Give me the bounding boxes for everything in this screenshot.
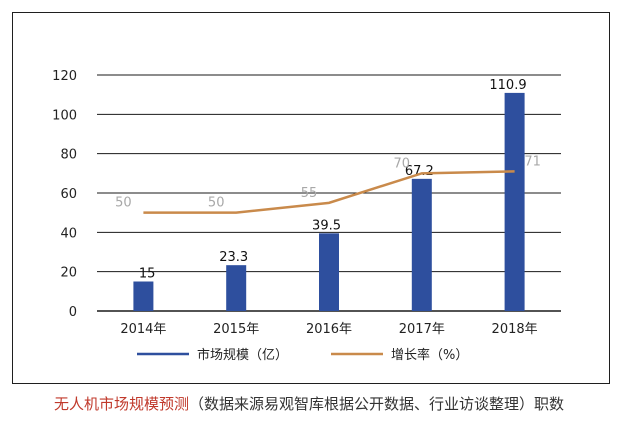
bar-value-label: 23.3	[219, 250, 248, 265]
line-value-label: 50	[115, 196, 132, 211]
y-tick-label: 0	[69, 305, 77, 320]
y-axis-ticks: 0 20 40 60 80 100 120	[52, 69, 77, 320]
x-axis-ticks: 2014年 2015年 2016年 2017年 2018年	[120, 322, 537, 337]
caption-source: （数据来源易观智库根据公开数据、行业访谈整理）	[189, 395, 535, 413]
growth-line: 50 50 55 70 71	[115, 154, 541, 214]
caption-title: 无人机市场规模预测	[54, 395, 190, 413]
line-value-label: 50	[208, 196, 225, 211]
x-tick-label: 2016年	[306, 322, 352, 337]
bar-value-label: 39.5	[312, 218, 341, 233]
y-tick-label: 120	[52, 69, 77, 84]
legend: 市场规模（亿） 增长率（%）	[137, 347, 468, 363]
x-tick-label: 2017年	[399, 322, 445, 337]
x-tick-label: 2015年	[213, 322, 259, 337]
line-value-label: 55	[301, 186, 318, 201]
y-tick-label: 100	[52, 108, 77, 123]
bar-3	[411, 178, 432, 311]
bars	[133, 92, 525, 311]
grid-lines	[97, 74, 561, 312]
bar-value-label: 110.9	[489, 78, 526, 93]
bar-1	[226, 265, 247, 311]
line-value-label: 70	[394, 156, 411, 171]
chart-frame: 0 20 40 60 80 100 120 15 23.3 39.5 67.2 110.9 50 50…	[12, 12, 610, 384]
legend-label-growth-rate: 增长率（%）	[391, 347, 468, 363]
bar-4	[504, 92, 525, 311]
x-tick-label: 2018年	[492, 322, 538, 337]
bar-labels: 15 23.3 39.5 67.2 110.9	[139, 78, 527, 282]
y-tick-label: 20	[60, 266, 77, 281]
caption-watermark: 职数	[534, 395, 565, 413]
y-tick-label: 60	[60, 187, 77, 202]
bar-value-label: 15	[139, 267, 156, 282]
bar-value-label: 67.2	[405, 164, 434, 179]
line-value-label: 71	[524, 154, 541, 169]
legend-label-market-size: 市场规模（亿）	[197, 347, 288, 363]
chart-caption: 无人机市场规模预测（数据来源易观智库根据公开数据、行业访谈整理）职数	[54, 393, 624, 414]
growth-line-path	[143, 170, 515, 214]
bar-0	[133, 281, 154, 311]
x-tick-label: 2014年	[120, 322, 166, 337]
y-tick-label: 80	[60, 148, 77, 163]
y-tick-label: 40	[60, 226, 77, 241]
bar-2	[319, 233, 339, 311]
